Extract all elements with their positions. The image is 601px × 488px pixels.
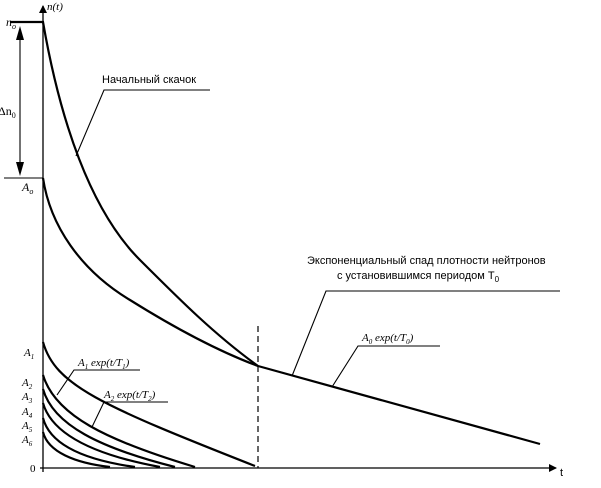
a0-label: Ao bbox=[21, 180, 33, 196]
initial-jump-leader bbox=[75, 89, 210, 157]
exp-decay-label-line2: с установившимся периодом T0 bbox=[337, 270, 500, 284]
x-axis-label: t bbox=[560, 467, 563, 479]
delta-label: Δn0 bbox=[0, 104, 16, 120]
a2-label: A2 bbox=[21, 377, 33, 391]
a1-formula-label: A1 exp(t/T1) bbox=[77, 357, 130, 371]
a2-curve bbox=[41, 374, 196, 469]
a2-formula-label: A2 exp(t/T2) bbox=[103, 389, 156, 403]
a0-formula-label: A0 exp(t/T0) bbox=[361, 332, 414, 346]
steady-exp-curve bbox=[257, 364, 541, 446]
a2-formula-leader bbox=[91, 401, 168, 428]
exp-decay-leader bbox=[291, 290, 560, 377]
y-axis-label: n(t) bbox=[47, 1, 63, 13]
a5-label: A5 bbox=[21, 420, 33, 434]
exp-decay-label-line1: Экспоненциальный спад плотности нейтроно… bbox=[307, 255, 546, 267]
a0-formula-leader bbox=[331, 345, 440, 388]
a1-label: A1 bbox=[23, 347, 34, 361]
a1-formula-leader bbox=[56, 369, 140, 396]
initial-jump-label: Начальный скачок bbox=[102, 74, 196, 86]
a5-curve bbox=[41, 417, 136, 469]
origin-label: 0 bbox=[30, 463, 36, 475]
a3-label: A3 bbox=[21, 391, 33, 405]
n0-label: no bbox=[6, 15, 16, 31]
a4-curve bbox=[41, 402, 161, 469]
a6-label: A6 bbox=[21, 434, 33, 448]
a4-label: A4 bbox=[21, 406, 33, 420]
a3-curve bbox=[41, 388, 176, 469]
delta-arrow-head-bottom bbox=[16, 162, 24, 176]
delta-arrow-head-top bbox=[16, 26, 24, 40]
total-density-curve bbox=[10, 20, 259, 367]
a0-curve bbox=[41, 177, 259, 368]
a6-curve bbox=[41, 431, 111, 469]
a1-curve bbox=[41, 341, 256, 468]
